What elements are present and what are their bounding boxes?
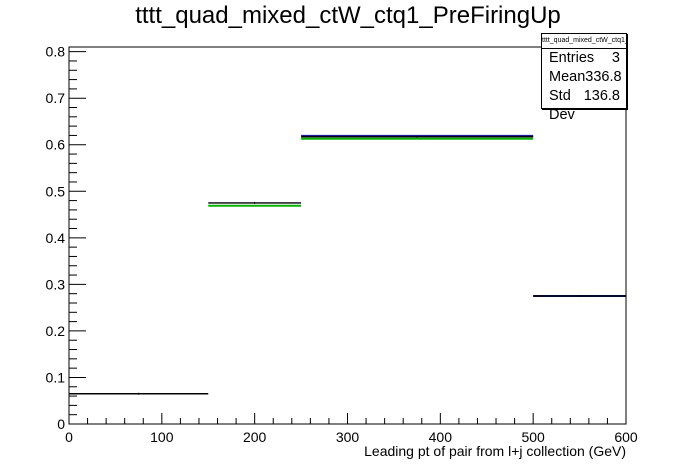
y-tick-label: 0.5 — [46, 183, 66, 199]
x-tick-label: 400 — [429, 429, 453, 445]
x-tick-label: 600 — [614, 429, 638, 445]
y-tick-label: 0.8 — [46, 44, 66, 60]
stats-entries-label: Entries — [549, 50, 595, 66]
stats-mean-label: Mean — [549, 69, 586, 85]
y-tick-label: 0.3 — [46, 276, 66, 292]
stats-entries-value: 3 — [611, 50, 620, 66]
chart-title: tttt_quad_mixed_ctW_ctq1_PreFiringUp — [135, 2, 561, 29]
y-tick-label: 0.1 — [46, 369, 66, 385]
stats-mean-row: Mean 336.8 — [542, 68, 626, 87]
x-tick-label: 200 — [243, 429, 267, 445]
y-tick-label: 0 — [57, 416, 65, 432]
y-tick-label: 0.7 — [46, 90, 66, 106]
x-axis-label: Leading pt of pair from l+j collection (… — [364, 443, 626, 459]
stats-entries-row: Entries 3 — [542, 49, 626, 68]
x-tick-label: 300 — [336, 429, 360, 445]
x-tick-label: 500 — [521, 429, 545, 445]
y-tick-label: 0.6 — [46, 137, 66, 153]
stats-stddev-row: Std Dev 136.8 — [542, 87, 626, 123]
x-tick-label: 0 — [65, 429, 73, 445]
x-tick-label: 100 — [150, 429, 174, 445]
stats-stddev-value: 136.8 — [583, 88, 620, 104]
stats-box: tttt_quad_mixed_ctW_ctq1_PreFiringUp Ent… — [541, 33, 627, 123]
y-tick-label: 0.4 — [46, 230, 66, 246]
stats-box-title: tttt_quad_mixed_ctW_ctq1_PreFiringUp — [542, 34, 626, 49]
stats-stddev-label: Std Dev — [549, 88, 575, 123]
stats-mean-value: 336.8 — [585, 69, 622, 85]
y-tick-label: 0.2 — [46, 323, 66, 339]
